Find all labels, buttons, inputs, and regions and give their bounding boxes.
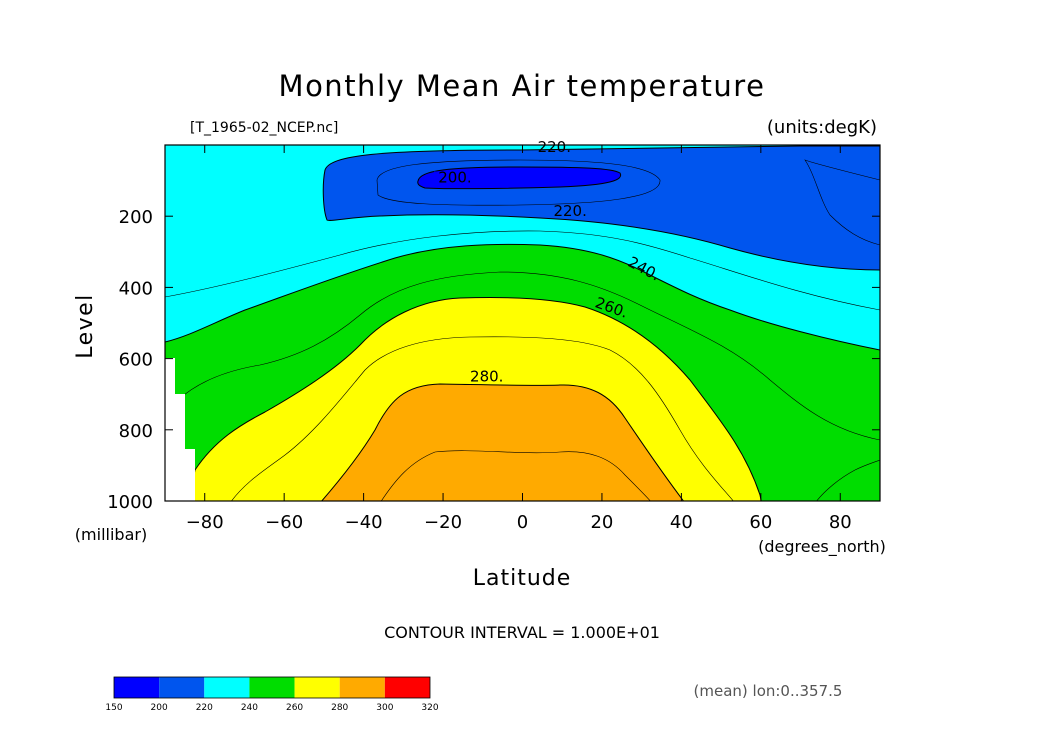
y-tick-label: 600 — [119, 350, 153, 371]
contour-label: 280. — [470, 368, 503, 386]
contour-line-polar-north — [804, 159, 880, 246]
colorbar: 150 200 220 240 260 280 300 320 — [105, 676, 439, 713]
mean-note: (mean) lon:0..357.5 — [694, 682, 843, 700]
units-label: (units:degK) — [767, 117, 877, 138]
y-tick-label: 400 — [119, 278, 153, 299]
plot-area: −80 −60 −40 −20 0 20 40 60 80 200 400 600 800 1000 2… — [107, 138, 881, 533]
y-axis-units: (millibar) — [75, 525, 147, 544]
colorbar-tick-label: 150 — [105, 703, 122, 713]
x-tick-label: 0 — [517, 512, 528, 533]
x-tick-label: 40 — [670, 512, 693, 533]
colorbar-tick-label: 300 — [376, 703, 393, 713]
colorbar-tick-label: 220 — [196, 703, 213, 713]
y-tick-label: 1000 — [107, 492, 153, 513]
colorbar-frame — [113, 676, 431, 699]
colorbar-tick-label: 320 — [421, 703, 438, 713]
contour-line-250 — [177, 271, 880, 441]
contour-interval: CONTOUR INTERVAL = 1.000E+01 — [384, 623, 660, 642]
x-ticks: −80 −60 −40 −20 0 20 40 60 80 — [186, 145, 852, 533]
colorbar-tick-label: 260 — [286, 703, 303, 713]
x-axis-label: Latitude — [473, 566, 572, 591]
contour-line-230 — [165, 230, 880, 311]
colorbar-swatch — [339, 677, 385, 698]
x-tick-label: 20 — [590, 512, 613, 533]
band-280-300 — [321, 383, 685, 501]
colorbar-swatch — [114, 677, 160, 698]
contour-line-north-surface — [816, 459, 880, 501]
contour-line-290 — [380, 450, 651, 501]
contour-label: 200. — [438, 168, 471, 186]
colorbar-swatch — [204, 677, 250, 698]
y-ticks: 200 400 600 800 1000 — [107, 207, 880, 513]
y-tick-label: 200 — [119, 207, 153, 228]
terrain-mask — [165, 358, 195, 501]
x-tick-label: −20 — [424, 512, 462, 533]
colorbar-swatch — [159, 677, 205, 698]
x-tick-label: −40 — [345, 512, 383, 533]
x-tick-label: −80 — [186, 512, 224, 533]
contour-label: 220. — [553, 202, 586, 220]
x-axis-units: (degrees_north) — [758, 537, 886, 557]
contour-line-270 — [231, 336, 734, 501]
colorbar-tick-label: 240 — [241, 703, 258, 713]
x-tick-label: −60 — [265, 512, 303, 533]
contour-label: 220. — [538, 138, 571, 156]
y-tick-label: 800 — [119, 421, 153, 442]
y-axis-label: Level — [73, 293, 98, 359]
contour-label-bg — [433, 171, 476, 187]
x-tick-label: 60 — [749, 512, 772, 533]
colorbar-swatch — [384, 677, 430, 698]
colorbar-tick-label: 280 — [331, 703, 348, 713]
contour-line-210 — [376, 159, 661, 206]
colorbar-tick-label: 200 — [151, 703, 168, 713]
colorbar-swatch — [294, 677, 340, 698]
chart-title: Monthly Mean Air temperature — [279, 69, 766, 103]
colorbar-swatch — [249, 677, 295, 698]
file-label: [T_1965-02_NCEP.nc] — [190, 120, 338, 136]
x-tick-label: 80 — [829, 512, 852, 533]
